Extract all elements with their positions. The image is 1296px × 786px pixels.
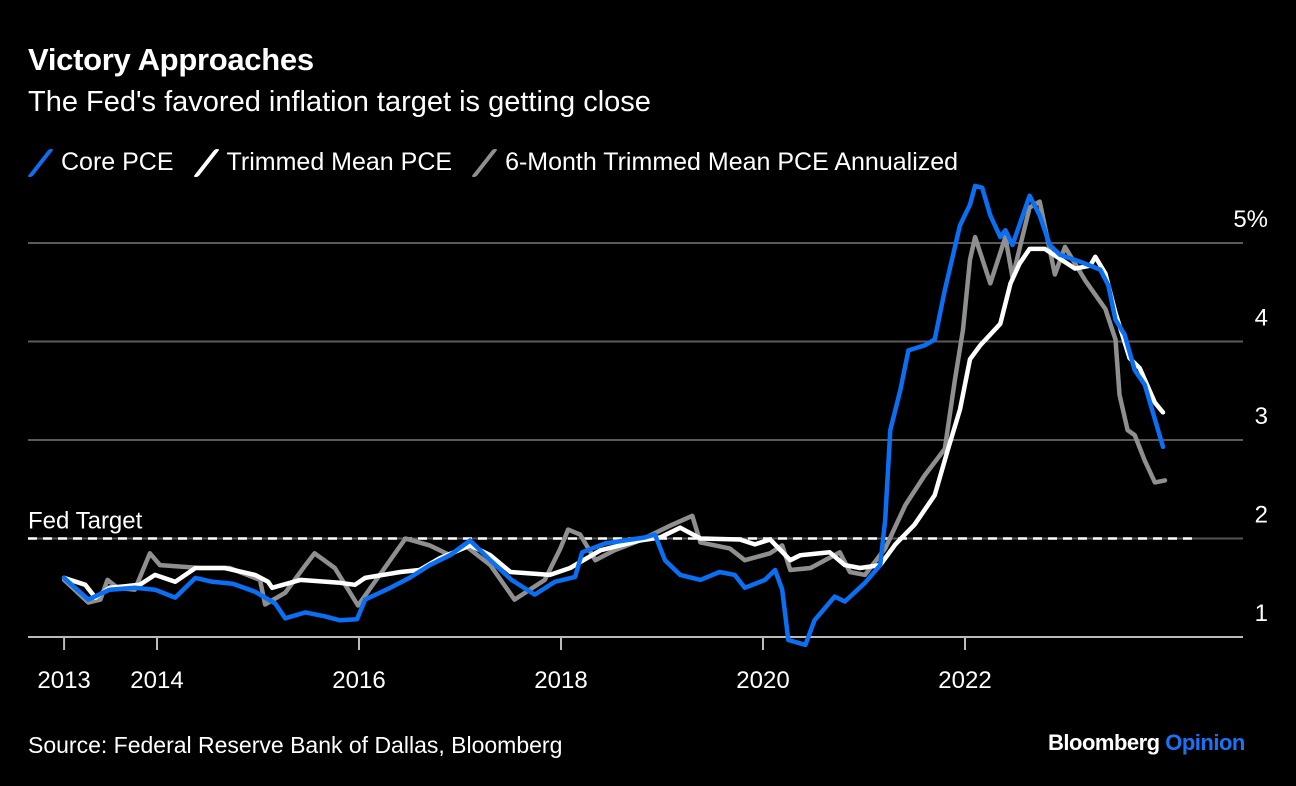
y-tick-label: 4 bbox=[1255, 305, 1268, 332]
fed-target-label: Fed Target bbox=[28, 508, 143, 535]
series-line-trimmed-mean-pce bbox=[61, 246, 1166, 600]
chart-subtitle: The Fed's favored inflation target is ge… bbox=[28, 86, 651, 118]
x-tick-label: 2016 bbox=[332, 667, 385, 694]
series-line-6-month-trimmed-mean-pce-annualized bbox=[61, 199, 1168, 608]
bloomberg-opinion-logo: Bloomberg Opinion bbox=[1048, 730, 1245, 756]
y-tick-label: 2 bbox=[1255, 502, 1268, 529]
y-tick-label: 3 bbox=[1255, 403, 1268, 430]
chart-title: Victory Approaches bbox=[28, 42, 314, 77]
x-tick-label: 2020 bbox=[736, 667, 789, 694]
x-tick-label: 2018 bbox=[534, 667, 587, 694]
legend-label: 6-Month Trimmed Mean PCE Annualized bbox=[505, 148, 959, 176]
legend: Core PCE Trimmed Mean PCE 6-Month Trimme… bbox=[27, 148, 959, 177]
x-tick-label: 2022 bbox=[938, 667, 991, 694]
legend-item-core-pce: Core PCE bbox=[27, 148, 174, 177]
x-tick-label: 2013 bbox=[37, 667, 90, 694]
series-line-core-pce bbox=[61, 183, 1166, 648]
legend-label: Core PCE bbox=[61, 148, 174, 176]
legend-item-6-month: 6-Month Trimmed Mean PCE Annualized bbox=[471, 148, 959, 177]
logo-brand: Bloomberg bbox=[1048, 730, 1160, 755]
y-tick-label: 1 bbox=[1255, 600, 1268, 627]
y-tick-label: 5% bbox=[1233, 206, 1268, 233]
legend-label: Trimmed Mean PCE bbox=[226, 148, 453, 176]
logo-accent: Opinion bbox=[1165, 730, 1245, 755]
x-tick-label: 2014 bbox=[130, 667, 183, 694]
legend-item-trimmed-mean: Trimmed Mean PCE bbox=[192, 148, 453, 177]
source-note: Source: Federal Reserve Bank of Dallas, … bbox=[28, 732, 563, 758]
